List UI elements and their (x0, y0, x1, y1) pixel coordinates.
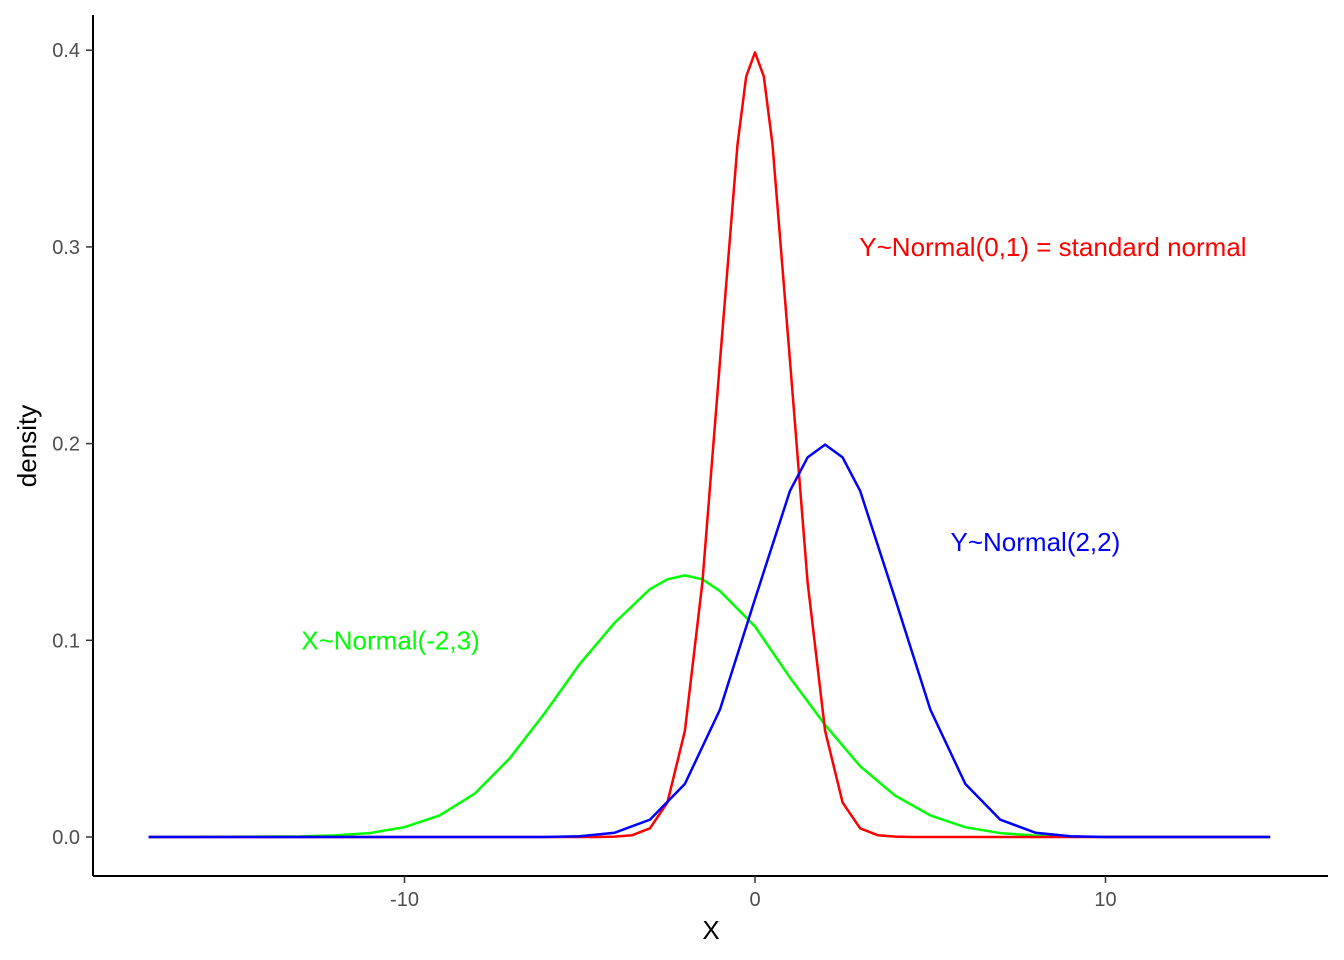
series-line-y-normal-2-2 (148, 443, 1271, 839)
x-axis-ticks: -10 0 10 (390, 876, 1117, 911)
y-tick-label: 0.1 (52, 630, 80, 652)
annotation-y-normal-2-2: Y~Normal(2,2) (951, 527, 1121, 557)
x-tick-label: 10 (1094, 889, 1116, 911)
x-axis-title: X (702, 915, 719, 945)
y-axis-ticks: 0.0 0.1 0.2 0.3 0.4 (52, 40, 93, 849)
y-tick-label: 0.2 (52, 434, 80, 456)
annotation-y-normal-0-1: Y~Normal(0,1) = standard normal (859, 232, 1246, 262)
y-axis-title: density (12, 405, 42, 487)
y-tick-label: 0.0 (52, 827, 80, 849)
annotation-x-normal-m2-3: X~Normal(-2,3) (301, 625, 479, 655)
series-line-x-normal-m2-3 (148, 574, 1271, 839)
series-lines (148, 51, 1271, 839)
x-tick-label: -10 (390, 889, 419, 911)
series-line-y-normal-0-1 (148, 51, 1271, 839)
y-tick-label: 0.4 (52, 40, 80, 62)
x-tick-label: 0 (749, 889, 760, 911)
y-tick-label: 0.3 (52, 237, 80, 259)
